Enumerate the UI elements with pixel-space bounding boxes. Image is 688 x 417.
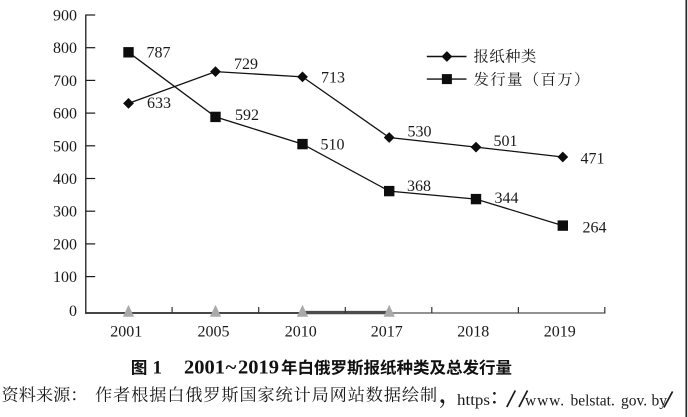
svg-text:344: 344 — [495, 190, 519, 207]
svg-text:264: 264 — [583, 219, 607, 236]
svg-text:2005: 2005 — [198, 324, 230, 341]
svg-text:2018: 2018 — [457, 324, 489, 341]
svg-text:2001: 2001 — [184, 357, 225, 379]
svg-text:by: by — [652, 393, 668, 410]
svg-text:100: 100 — [53, 269, 77, 286]
svg-text:800: 800 — [53, 40, 77, 57]
svg-text:787: 787 — [147, 45, 171, 62]
svg-text:gov.: gov. — [621, 393, 647, 410]
svg-text:www.: www. — [525, 393, 565, 410]
svg-text:2001: 2001 — [110, 324, 142, 341]
svg-text:2010: 2010 — [285, 324, 317, 341]
svg-text:729: 729 — [234, 56, 258, 73]
svg-text:500: 500 — [53, 138, 77, 155]
svg-text:700: 700 — [53, 73, 77, 90]
svg-text:600: 600 — [53, 106, 77, 123]
svg-text:300: 300 — [53, 204, 77, 221]
svg-text:~: ~ — [226, 357, 237, 379]
svg-text:471: 471 — [581, 150, 605, 167]
svg-text:592: 592 — [235, 107, 259, 124]
svg-text:2019: 2019 — [238, 357, 279, 379]
svg-text:713: 713 — [321, 69, 345, 86]
svg-text:510: 510 — [321, 137, 345, 154]
svg-text:530: 530 — [408, 124, 432, 141]
svg-text:2017: 2017 — [371, 324, 403, 341]
svg-text:400: 400 — [53, 171, 77, 188]
svg-text:1: 1 — [153, 358, 163, 379]
svg-text:2019: 2019 — [544, 324, 576, 341]
svg-text:900: 900 — [53, 8, 77, 25]
svg-text:https: https — [457, 392, 490, 409]
svg-text:501: 501 — [494, 133, 518, 150]
svg-text:200: 200 — [53, 236, 77, 253]
svg-text:0: 0 — [69, 303, 77, 320]
svg-text:368: 368 — [407, 178, 431, 195]
svg-text:633: 633 — [147, 95, 171, 112]
svg-text:belstat.: belstat. — [571, 393, 615, 410]
